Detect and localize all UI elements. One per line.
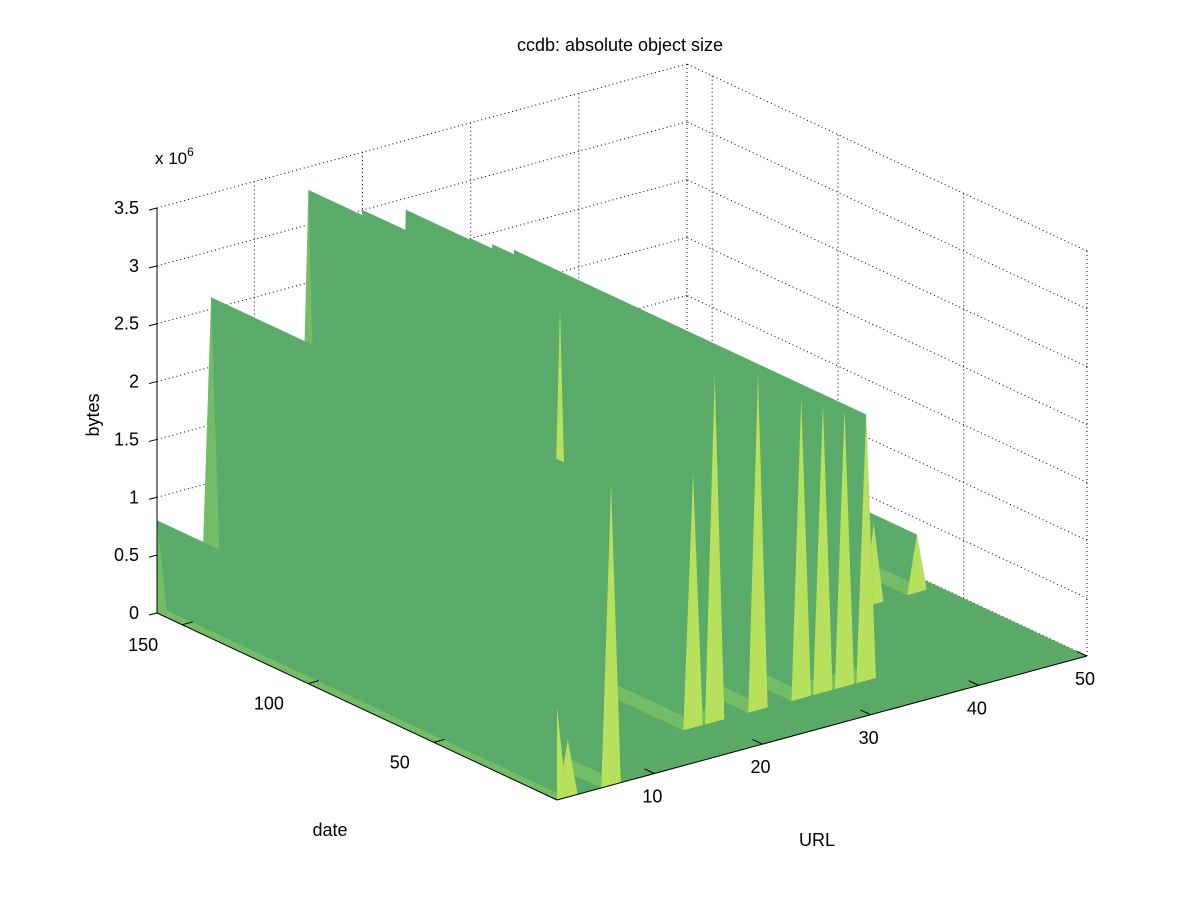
- z-tick-label: 3: [129, 256, 139, 276]
- x-tick-label: 50: [1075, 669, 1095, 689]
- ridge-cap: [683, 473, 703, 731]
- z-axis-label: bytes: [83, 393, 103, 436]
- ridge-cap: [834, 408, 855, 690]
- grid-line: [156, 63, 688, 209]
- grid-line: [686, 237, 1088, 426]
- z-tick: [148, 381, 158, 385]
- ridge-cap: [907, 534, 927, 596]
- x-axis-label: URL: [799, 830, 835, 850]
- axes: [148, 207, 1088, 801]
- grid-line: [686, 121, 1088, 310]
- y-tick-label: 100: [254, 694, 284, 714]
- ridge-cap: [748, 374, 768, 713]
- x-tick: [752, 739, 763, 745]
- grid-line: [686, 410, 1088, 599]
- x-tick: [968, 680, 980, 686]
- z-tick-label: 2.5: [114, 314, 139, 334]
- y-axis-line: [156, 612, 558, 801]
- z-tick-label: 0.5: [114, 545, 139, 565]
- ridge-cap: [557, 707, 567, 800]
- grid-line: [686, 294, 1088, 483]
- ridge-cap: [705, 374, 725, 725]
- y-tick: [307, 680, 319, 685]
- z-tick-label: 2: [129, 372, 139, 392]
- ridge-face: [211, 297, 621, 783]
- grid-line: [686, 63, 1088, 252]
- x-tick: [860, 709, 871, 716]
- tick-labels: 10 20 30 40 50 50 100 150 0 0.5 1 1.5 2 2.5 3 3.5: [114, 198, 1095, 807]
- z-tick: [148, 554, 158, 558]
- x-axis-line: [556, 655, 1088, 801]
- ridge-cap: [601, 484, 621, 788]
- z-tick: [148, 612, 158, 616]
- z-tick-label: 1.5: [114, 429, 139, 449]
- z-exponent-label: x 106: [155, 145, 194, 168]
- ridge-cap: [791, 397, 811, 701]
- z-tick: [148, 438, 158, 442]
- y-tick: [433, 738, 445, 743]
- z-tick: [148, 265, 158, 269]
- ridge-face: [157, 520, 567, 798]
- z-tick: [148, 496, 158, 500]
- ridge-cap: [813, 403, 833, 696]
- x-tick-label: 40: [967, 698, 987, 718]
- z-tick-label: 0: [129, 603, 139, 623]
- x-tick-label: 30: [859, 728, 879, 748]
- chart-title: ccdb: absolute object size: [517, 35, 723, 55]
- y-tick-label: 50: [390, 752, 410, 772]
- x-tick-label: 10: [642, 787, 662, 807]
- y-tick-label: 150: [128, 635, 158, 655]
- z-tick-label: 3.5: [114, 198, 139, 218]
- ridge-cap: [856, 414, 876, 684]
- grid-line: [686, 352, 1088, 541]
- z-tick: [148, 207, 158, 211]
- x-tick: [644, 768, 655, 775]
- x-tick: [1076, 650, 1088, 657]
- surface: [157, 190, 1087, 800]
- y-axis-label: date: [312, 820, 347, 840]
- x-tick-label: 20: [750, 757, 770, 777]
- y-tick: [182, 621, 194, 626]
- z-tick-label: 1: [129, 487, 139, 507]
- grid-line: [686, 179, 1088, 368]
- z-tick: [148, 323, 158, 327]
